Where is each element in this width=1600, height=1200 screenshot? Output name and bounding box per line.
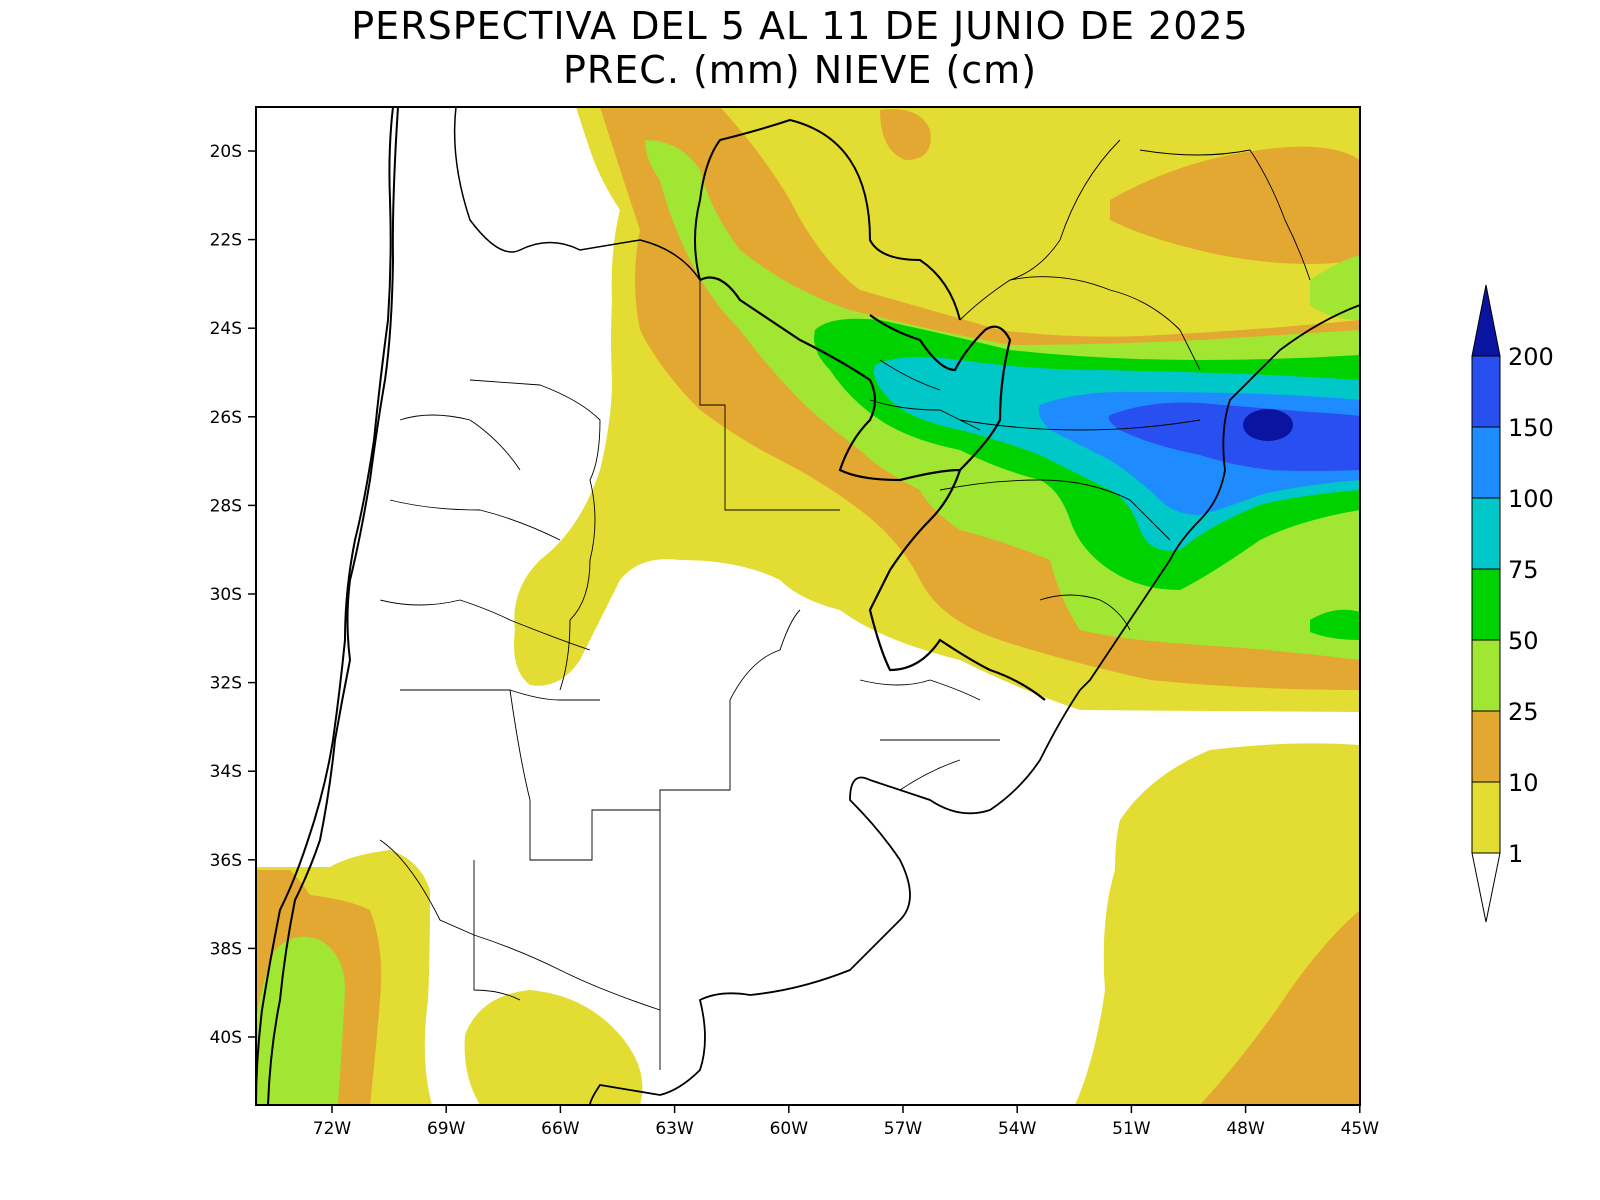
map-title-line2: PREC. (mm) NIEVE (cm) (562, 48, 1038, 92)
lon-label: 45W (1341, 1119, 1380, 1139)
province-line (1009, 276, 1201, 371)
province-line (469, 379, 601, 691)
colorbar-label-25: 25 (1508, 698, 1539, 726)
province-line (473, 860, 521, 1001)
province-line (399, 414, 521, 471)
province-line (699, 280, 840, 511)
colorbar-swatch-10-25 (1471, 710, 1501, 783)
colorbar-label-200: 200 (1508, 343, 1554, 371)
precip-band-10-25-top (880, 109, 931, 160)
lat-label: 32S (210, 674, 242, 694)
lon-label: 66W (541, 1119, 580, 1139)
precip-band-200-plus (1243, 409, 1293, 441)
colorbar-label-150: 150 (1508, 414, 1554, 442)
colorbar-label-75: 75 (1508, 556, 1539, 584)
precip-band-10-25-north-brazil (1110, 146, 1360, 264)
lon-label: 48W (1226, 1119, 1265, 1139)
lon-label: 63W (655, 1119, 694, 1139)
province-line (1039, 594, 1131, 631)
lon-label: 51W (1112, 1119, 1151, 1139)
precip-band-1-10-inner-blob (1010, 146, 1081, 199)
paraguay-border (699, 276, 1012, 482)
province-line (729, 609, 801, 701)
colorbar-label-10: 10 (1508, 769, 1539, 797)
lat-label: 36S (210, 851, 242, 871)
province-line (959, 139, 1121, 321)
province-line (959, 419, 1201, 431)
lat-label: 24S (210, 319, 242, 339)
colorbar-label-1: 1 (1508, 840, 1523, 868)
province-line (379, 839, 475, 936)
map-title-line1: PERSPECTIVA DEL 5 AL 11 DE JUNIO DE 2025 (351, 4, 1249, 48)
precip-band-50-75-offshore (1310, 609, 1360, 640)
colorbar-top-arrow (1471, 284, 1501, 357)
lat-label: 28S (210, 496, 242, 516)
colorbar-swatch-150-200 (1471, 355, 1501, 428)
colorbar-swatch-1-10 (1471, 781, 1501, 854)
precipitation-fields (256, 107, 1360, 1105)
colorbar-swatch-75-100 (1471, 497, 1501, 570)
argentina-coast (589, 689, 1081, 1105)
colorbar-swatch-100-150 (1471, 426, 1501, 499)
argentina-brazil-uruguay-border (868, 469, 1046, 701)
colorbar-bottom-arrow (1471, 852, 1501, 923)
colorbar-swatch-50-75 (1471, 568, 1501, 641)
lat-label: 26S (210, 408, 242, 428)
boundaries (256, 107, 1360, 1105)
province-borders (379, 139, 1311, 1070)
lat-label: 30S (210, 585, 242, 605)
colorbar-label-50: 50 (1508, 627, 1539, 655)
bolivia-south-border (453, 107, 701, 281)
province-line (869, 359, 981, 431)
province-line (473, 934, 661, 1011)
longitude-axis: 72W 69W 66W 63W 60W 57W 54W 51W 48W 45W (313, 1105, 1379, 1139)
lon-label: 72W (313, 1119, 352, 1139)
brazil-coast (1079, 304, 1360, 691)
brazil-paraguay-border (694, 118, 961, 321)
province-line (389, 499, 561, 541)
precip-band-25-50-ne-coast (1310, 255, 1360, 320)
province-line (379, 599, 591, 651)
lat-label: 38S (210, 939, 242, 959)
lat-label: 20S (210, 142, 242, 162)
lat-label: 34S (210, 762, 242, 782)
lat-label: 22S (210, 231, 242, 251)
lon-label: 69W (427, 1119, 466, 1139)
chile-argentina-border (267, 107, 399, 1105)
colorbar-label-100: 100 (1508, 485, 1554, 513)
precip-band-25-50-south-chile (256, 936, 345, 1105)
lon-label: 54W (998, 1119, 1037, 1139)
lat-label: 40S (210, 1028, 242, 1048)
precip-band-150-200 (1108, 402, 1360, 471)
province-line (1139, 149, 1311, 281)
latitude-axis: 20S 22S 24S 26S 28S 30S 32S 34S 36S 38S 40S (210, 142, 256, 1048)
colorbar: 200 150 100 75 50 25 10 1 (1471, 284, 1554, 923)
lon-label: 60W (770, 1119, 809, 1139)
map-frame (255, 106, 1361, 1106)
lon-label: 57W (884, 1119, 923, 1139)
precip-band-1-10-patagonia (464, 990, 643, 1105)
chile-coast (256, 107, 394, 1105)
precip-band-10-25-southeast-ocean (1200, 910, 1360, 1105)
colorbar-swatch-25-50 (1471, 639, 1501, 712)
province-line (509, 689, 731, 861)
province-line (939, 479, 1171, 541)
province-line (400, 689, 600, 701)
province-line (859, 679, 1000, 791)
